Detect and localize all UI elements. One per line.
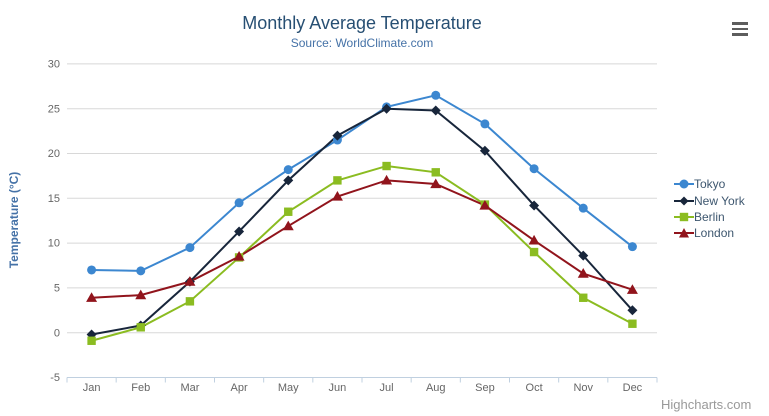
- svg-text:Jun: Jun: [329, 382, 347, 394]
- svg-text:25: 25: [48, 103, 60, 115]
- svg-text:10: 10: [48, 238, 60, 250]
- svg-text:-5: -5: [50, 372, 60, 384]
- svg-text:Nov: Nov: [573, 382, 593, 394]
- svg-text:30: 30: [48, 59, 60, 71]
- svg-text:0: 0: [54, 327, 60, 339]
- svg-text:15: 15: [48, 193, 60, 205]
- svg-text:Mar: Mar: [180, 382, 199, 394]
- svg-text:Aug: Aug: [426, 382, 446, 394]
- svg-text:Apr: Apr: [231, 382, 248, 394]
- svg-text:Dec: Dec: [623, 382, 643, 394]
- svg-text:5: 5: [54, 283, 60, 295]
- svg-text:May: May: [278, 382, 299, 394]
- svg-text:20: 20: [48, 148, 60, 160]
- svg-text:Feb: Feb: [131, 382, 150, 394]
- svg-text:Sep: Sep: [475, 382, 495, 394]
- svg-text:Jan: Jan: [83, 382, 101, 394]
- svg-text:Jul: Jul: [380, 382, 394, 394]
- svg-text:Oct: Oct: [526, 382, 543, 394]
